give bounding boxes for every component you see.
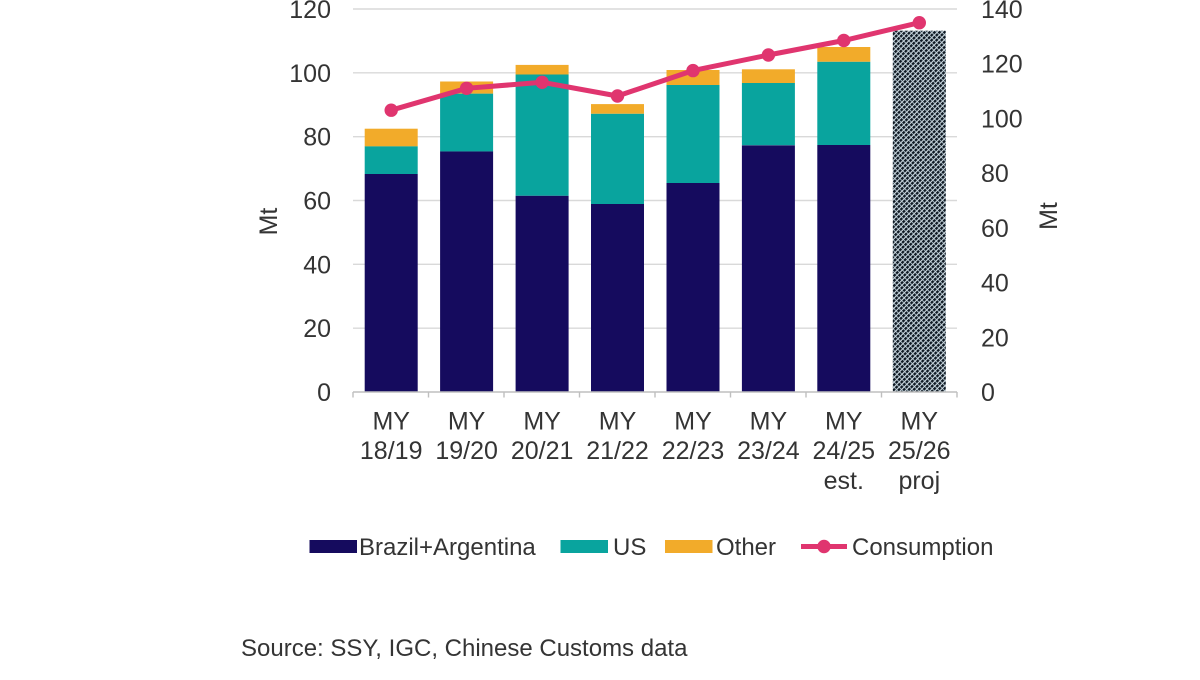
- svg-text:Other: Other: [716, 534, 776, 561]
- svg-text:MY: MY: [825, 408, 863, 436]
- svg-text:MY: MY: [372, 408, 410, 436]
- svg-text:MY: MY: [448, 408, 486, 436]
- svg-text:80: 80: [303, 124, 331, 152]
- svg-text:20: 20: [981, 324, 1009, 352]
- svg-text:20/21: 20/21: [511, 437, 574, 465]
- svg-text:MY: MY: [674, 408, 712, 436]
- svg-text:Mt: Mt: [1035, 202, 1063, 230]
- svg-text:60: 60: [303, 188, 331, 216]
- svg-text:21/22: 21/22: [586, 437, 649, 465]
- svg-text:proj: proj: [898, 467, 940, 495]
- svg-text:Consumption: Consumption: [852, 534, 993, 561]
- svg-text:0: 0: [317, 379, 331, 407]
- svg-text:MY: MY: [901, 408, 939, 436]
- svg-text:100: 100: [289, 60, 331, 88]
- svg-text:0: 0: [981, 379, 995, 407]
- svg-text:23/24: 23/24: [737, 437, 800, 465]
- svg-text:Source: SSY, IGC, Chinese Cust: Source: SSY, IGC, Chinese Customs data: [241, 635, 688, 662]
- svg-text:22/23: 22/23: [662, 437, 725, 465]
- svg-text:24/25: 24/25: [813, 437, 876, 465]
- svg-text:120: 120: [981, 51, 1023, 79]
- svg-text:MY: MY: [750, 408, 788, 436]
- svg-text:Brazil+Argentina: Brazil+Argentina: [359, 534, 536, 561]
- svg-text:20: 20: [303, 315, 331, 343]
- svg-text:40: 40: [303, 251, 331, 279]
- svg-text:MY: MY: [599, 408, 637, 436]
- svg-text:80: 80: [981, 160, 1009, 188]
- svg-text:100: 100: [981, 105, 1023, 133]
- svg-text:est.: est.: [824, 467, 864, 495]
- svg-text:140: 140: [981, 0, 1023, 24]
- svg-text:120: 120: [289, 0, 331, 24]
- svg-text:18/19: 18/19: [360, 437, 423, 465]
- svg-text:60: 60: [981, 215, 1009, 243]
- svg-text:Mt: Mt: [255, 208, 283, 236]
- svg-text:MY: MY: [523, 408, 561, 436]
- svg-text:40: 40: [981, 270, 1009, 298]
- svg-text:US: US: [613, 534, 646, 561]
- svg-text:19/20: 19/20: [435, 437, 498, 465]
- svg-text:25/26: 25/26: [888, 437, 951, 465]
